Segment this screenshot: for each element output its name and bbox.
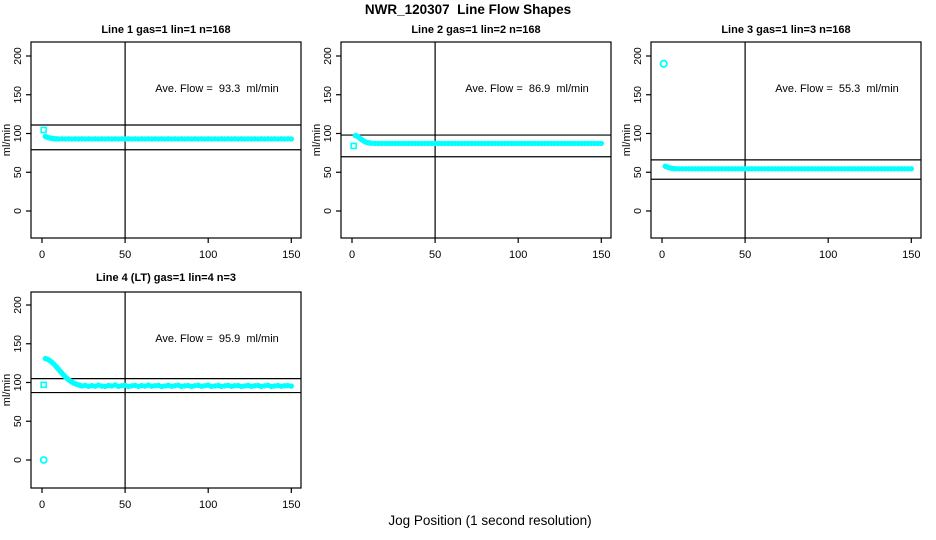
avg-flow-annotation-4: Ave. Flow = 95.9 ml/min [155, 333, 279, 345]
svg-text:0: 0 [39, 499, 45, 511]
panel-3-title: Line 3 gas=1 lin=3 n=168 [721, 24, 851, 36]
svg-text:50: 50 [632, 166, 644, 178]
panel-4-title: Line 4 (LT) gas=1 lin=4 n=3 [95, 272, 237, 284]
svg-text:150: 150 [12, 86, 24, 104]
svg-text:200: 200 [322, 47, 334, 65]
avg-flow-annotation-2: Ave. Flow = 86.9 ml/min [465, 83, 589, 95]
svg-text:0: 0 [39, 249, 45, 261]
svg-text:100: 100 [12, 125, 24, 143]
svg-text:ml/min: ml/min [1, 374, 13, 406]
svg-text:200: 200 [12, 47, 24, 65]
svg-text:0: 0 [349, 249, 355, 261]
svg-text:100: 100 [322, 125, 334, 143]
svg-text:ml/min: ml/min [621, 124, 633, 156]
svg-text:100: 100 [819, 249, 837, 261]
svg-text:0: 0 [12, 208, 24, 214]
svg-text:50: 50 [12, 166, 24, 178]
svg-text:100: 100 [199, 249, 217, 261]
svg-text:150: 150 [632, 86, 644, 104]
svg-text:50: 50 [12, 415, 24, 427]
svg-text:0: 0 [632, 208, 644, 214]
svg-text:150: 150 [12, 335, 24, 353]
main-title: NWR_120307 Line Flow Shapes [364, 2, 572, 17]
svg-text:200: 200 [12, 296, 24, 314]
panel-1-title: Line 1 gas=1 lin=1 n=168 [101, 24, 231, 36]
avg-flow-annotation-1: Ave. Flow = 93.3 ml/min [155, 83, 279, 95]
svg-text:50: 50 [739, 249, 751, 261]
svg-text:150: 150 [902, 249, 920, 261]
svg-text:200: 200 [632, 47, 644, 65]
svg-text:50: 50 [322, 166, 334, 178]
svg-text:50: 50 [429, 249, 441, 261]
svg-text:ml/min: ml/min [1, 124, 13, 156]
svg-text:100: 100 [632, 125, 644, 143]
svg-text:150: 150 [322, 86, 334, 104]
svg-text:0: 0 [659, 249, 665, 261]
svg-text:50: 50 [119, 499, 131, 511]
svg-text:100: 100 [509, 249, 527, 261]
panel-2-title: Line 2 gas=1 lin=2 n=168 [411, 24, 541, 36]
svg-text:100: 100 [199, 499, 217, 511]
svg-text:0: 0 [322, 208, 334, 214]
svg-text:150: 150 [282, 499, 300, 511]
svg-text:100: 100 [12, 374, 24, 392]
avg-flow-annotation-3: Ave. Flow = 55.3 ml/min [775, 83, 899, 95]
svg-text:0: 0 [12, 457, 24, 463]
svg-text:150: 150 [282, 249, 300, 261]
x-axis-label: Jog Position (1 second resolution) [388, 513, 592, 528]
svg-text:150: 150 [592, 249, 610, 261]
svg-text:50: 50 [119, 249, 131, 261]
svg-text:ml/min: ml/min [311, 124, 323, 156]
